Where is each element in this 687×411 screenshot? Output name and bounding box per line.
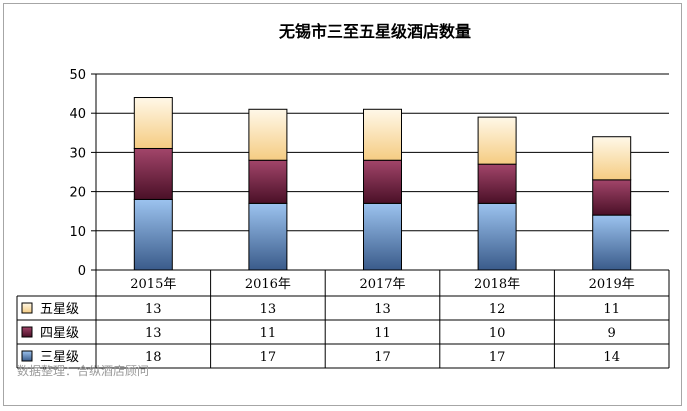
- legend-swatch: [21, 326, 33, 338]
- source-note: 数据整理：合纵酒店顾问: [17, 363, 149, 378]
- table-cell-value: 14: [603, 350, 620, 365]
- legend-swatch: [21, 302, 33, 314]
- bar-segment: [248, 202, 288, 271]
- table-cell-value: 12: [489, 302, 506, 317]
- bar-segment: [133, 97, 173, 149]
- chart-frame: [3, 3, 682, 406]
- y-tick-label: 20: [69, 186, 86, 201]
- table-cell-value: 13: [145, 326, 162, 341]
- x-category-label: 2019年: [589, 277, 635, 292]
- bar-segment: [592, 179, 632, 216]
- table-cell-value: 10: [489, 326, 506, 341]
- legend-label: 五星级: [40, 302, 79, 317]
- table-cell-value: 18: [145, 350, 162, 365]
- bars: [133, 97, 632, 271]
- y-tick-label: 30: [69, 146, 86, 161]
- bar-segment: [592, 214, 632, 271]
- chart-title: 无锡市三至五星级酒店数量: [278, 22, 471, 41]
- legend-label: 四星级: [40, 326, 79, 341]
- bar-segment: [477, 116, 517, 165]
- table-cell-value: 17: [260, 350, 277, 365]
- table-cell-value: 11: [374, 326, 391, 341]
- bar-segment: [477, 202, 517, 271]
- bar-segment: [133, 147, 173, 200]
- table-cell-value: 9: [608, 326, 616, 341]
- bar-segment: [592, 136, 632, 181]
- y-tick-label: 0: [78, 264, 86, 279]
- table-cell-value: 17: [489, 350, 506, 365]
- table-cell-value: 13: [260, 302, 277, 317]
- bar-segment: [363, 159, 402, 204]
- table-cell-value: 13: [145, 302, 162, 317]
- table-cell-value: 11: [260, 326, 277, 341]
- x-category-label: 2015年: [130, 277, 176, 292]
- y-tick-label: 10: [69, 225, 86, 240]
- bar-segment: [477, 163, 517, 204]
- x-category-label: 2017年: [359, 277, 405, 292]
- bar-segment: [248, 159, 288, 204]
- x-category-label: 2018年: [474, 277, 520, 292]
- legend-label: 三星级: [40, 350, 79, 365]
- table-cell-value: 17: [374, 350, 391, 365]
- table-cell-value: 13: [374, 302, 391, 317]
- y-tick-label: 50: [69, 68, 86, 83]
- table-cell-value: 11: [603, 302, 620, 317]
- bar-segment: [363, 108, 402, 161]
- legend-swatch: [21, 350, 33, 362]
- bar-segment: [363, 202, 402, 271]
- x-category-label: 2016年: [245, 277, 291, 292]
- bar-segment: [133, 198, 173, 271]
- y-axis: 0 10 20 30 40 50: [69, 68, 97, 279]
- y-tick-label: 40: [69, 107, 86, 122]
- bar-segment: [248, 108, 288, 161]
